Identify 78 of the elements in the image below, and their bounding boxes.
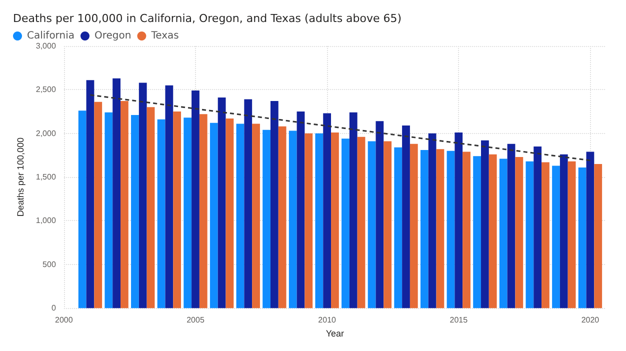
bar [304,133,313,308]
bar [236,124,244,308]
legend-label: Texas [150,30,179,42]
bar [262,130,270,308]
bar [568,161,576,308]
legend-label: Oregon [94,30,132,42]
bar [357,136,366,308]
bar [526,161,534,308]
bar [270,101,278,308]
bar [104,112,113,308]
bar [315,133,324,308]
bar [94,102,102,308]
bar [402,126,410,308]
bar [120,101,128,308]
x-axis-title: Year [326,328,344,338]
bar [420,150,428,308]
bar [446,150,455,308]
chart-title: Deaths per 100,000 in California, Oregon, and Texas (adults above 65) [13,12,402,25]
bar [481,140,489,308]
bar [384,141,392,308]
bar [552,166,560,308]
bar [586,152,594,308]
x-tick-label: 2000 [55,316,74,325]
bar [515,156,524,308]
bar [323,113,332,308]
bar [131,115,139,308]
bar [78,110,86,308]
bar [165,85,174,308]
bar [376,121,384,308]
y-tick-label: 1,500 [36,172,56,182]
bar [488,154,497,308]
bar [226,118,234,308]
bar [288,130,297,308]
bar [368,141,376,308]
bar [218,98,226,308]
bar [473,156,482,308]
bar [428,133,436,308]
bar [594,164,602,308]
bar [278,126,286,308]
bar [112,78,120,308]
y-tick-label: 2,000 [36,128,56,138]
bar [157,119,166,308]
bar [331,132,339,308]
bar [342,138,350,308]
bar [349,112,358,308]
y-tick-label: 1,000 [36,216,56,226]
x-tick-label: 2020 [581,316,600,325]
bar [192,90,200,308]
bar [507,144,516,308]
bar [244,99,252,308]
y-tick-label: 3,000 [36,42,56,50]
bar [560,154,568,308]
bar [210,122,218,308]
bar [436,149,444,308]
x-tick-label: 2005 [186,316,205,325]
bar [534,146,542,308]
bar [410,144,418,308]
bar [296,112,305,308]
x-tick-label: 2015 [450,316,468,325]
bar [138,82,147,308]
bar [173,112,182,308]
legend-label: California [27,30,74,42]
y-tick-label: 500 [42,260,56,269]
bar [454,132,463,308]
bar [542,162,550,308]
y-tick-label: 2,500 [36,85,56,94]
bar [199,114,208,308]
bar [86,80,94,308]
bar [184,118,192,308]
y-axis-title: Deaths per 100,000 [16,138,26,217]
y-tick-label: 0 [51,304,56,313]
bar [462,152,470,308]
x-tick-label: 2010 [318,316,337,325]
bar [394,147,402,308]
bar [146,107,155,308]
bar [499,158,508,308]
bar [252,124,260,308]
bar [578,167,586,308]
